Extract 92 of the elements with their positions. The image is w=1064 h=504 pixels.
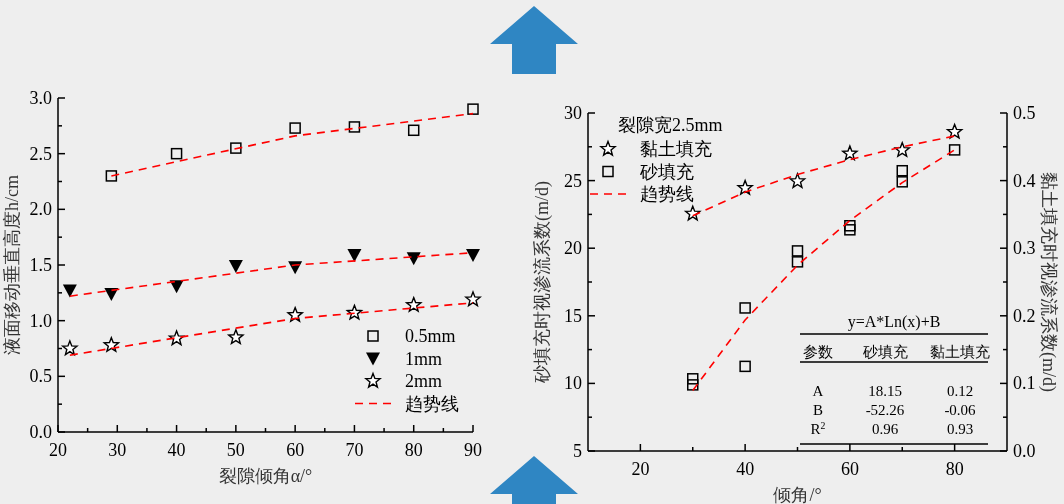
point [844, 224, 856, 236]
x-tick-label: 20 [631, 459, 650, 479]
legend-label: 2mm [405, 371, 443, 391]
point [170, 147, 183, 160]
x-tick-label: 90 [464, 440, 482, 460]
x-tick-label: 50 [226, 440, 245, 460]
y2-tick-label: 0.0 [1013, 441, 1036, 461]
point [894, 141, 911, 157]
point [789, 173, 806, 189]
y-tick-label: 25 [564, 170, 582, 191]
y2-tick-label: 0.5 [1013, 103, 1036, 123]
point [684, 205, 701, 221]
y2-tick-label: 0.4 [1013, 170, 1036, 191]
point [348, 121, 361, 133]
y-tick-label: 3.0 [29, 88, 52, 108]
annotation: B [812, 402, 824, 418]
point [739, 360, 751, 373]
point [405, 296, 422, 312]
y-tick-label: 0.0 [29, 422, 52, 442]
annotation: 砂填充 [861, 344, 908, 360]
point [103, 336, 120, 352]
point [896, 164, 908, 177]
annotation: 0.96 [871, 421, 899, 437]
legend-label: 趋势线 [640, 184, 694, 204]
point [347, 248, 362, 262]
point [62, 340, 78, 356]
y2-tick-label: 0.3 [1013, 238, 1036, 259]
point [687, 373, 699, 385]
legend-label: 黏土填充 [640, 139, 712, 159]
y2-axis-title: 黏土填充时视渗流系数(m/d) [1038, 172, 1059, 392]
x-tick-label: 70 [345, 440, 364, 460]
point [842, 145, 858, 161]
y-tick-label: 10 [564, 373, 582, 394]
annotation: -0.06 [944, 402, 977, 418]
annotation: 0.93 [946, 421, 974, 437]
point [687, 379, 699, 391]
point [289, 122, 301, 134]
y-tick-label: 20 [564, 238, 582, 259]
annotation: y=A*Ln(x)+B [847, 313, 941, 331]
y-tick-label: 1.5 [29, 255, 52, 275]
annotation: 黏土填充 [930, 344, 990, 360]
x-tick-label: 60 [286, 440, 305, 460]
y2-tick-label: 0.1 [1013, 373, 1036, 394]
y2-tick-label: 0.2 [1013, 305, 1036, 326]
legend-title: 裂隙宽2.5mm [618, 115, 723, 135]
point [844, 220, 856, 232]
x-tick-label: 40 [167, 440, 186, 460]
legend-label: 趋势线 [405, 393, 459, 414]
x-tick-label: 20 [49, 440, 67, 460]
annotation: -52.26 [865, 402, 905, 418]
point [230, 142, 242, 154]
annotation: R$^{2}$ [810, 419, 826, 437]
y-tick-label: 15 [564, 305, 582, 326]
point [467, 103, 479, 115]
x-axis-title: 裂隙倾角α/° [218, 466, 313, 486]
x-tick-label: 60 [840, 459, 859, 479]
x-tick-label: 30 [108, 440, 127, 460]
point [346, 304, 363, 320]
legend-label: 1mm [405, 348, 443, 369]
x-tick-label: 80 [945, 459, 964, 479]
y-tick-label: 1.0 [29, 310, 52, 331]
y-axis-title: 液面移动垂直高度h/cm [2, 175, 22, 355]
y-tick-label: 5 [573, 441, 582, 461]
point [739, 302, 751, 314]
y-tick-label: 2.5 [29, 143, 52, 164]
annotation: 参数 [803, 344, 833, 360]
point [791, 256, 804, 268]
point [105, 170, 118, 182]
point [466, 248, 480, 262]
point [62, 284, 77, 298]
x-axis-title: 倾角/° [773, 485, 822, 504]
y-tick-label: 0.5 [29, 366, 52, 387]
point [228, 260, 243, 274]
x-tick-label: 80 [404, 440, 423, 460]
y-axis-title: 砂填充时视渗流系数(m/d) [532, 181, 553, 384]
point [406, 252, 421, 266]
annotation: 0.12 [946, 383, 974, 399]
x-tick-label: 40 [736, 459, 755, 479]
legend-label: 砂填充 [639, 161, 694, 182]
annotation: A [812, 383, 824, 399]
point [896, 176, 908, 188]
point [465, 291, 481, 307]
legend-label: 0.5mm [405, 326, 456, 346]
point [946, 123, 963, 139]
point [791, 245, 804, 257]
point [737, 179, 753, 195]
y-tick-label: 30 [564, 103, 582, 123]
y-tick-label: 2.0 [29, 199, 52, 220]
point [948, 144, 961, 156]
point [228, 329, 244, 345]
point [407, 124, 420, 137]
annotation: 18.15 [868, 383, 902, 399]
